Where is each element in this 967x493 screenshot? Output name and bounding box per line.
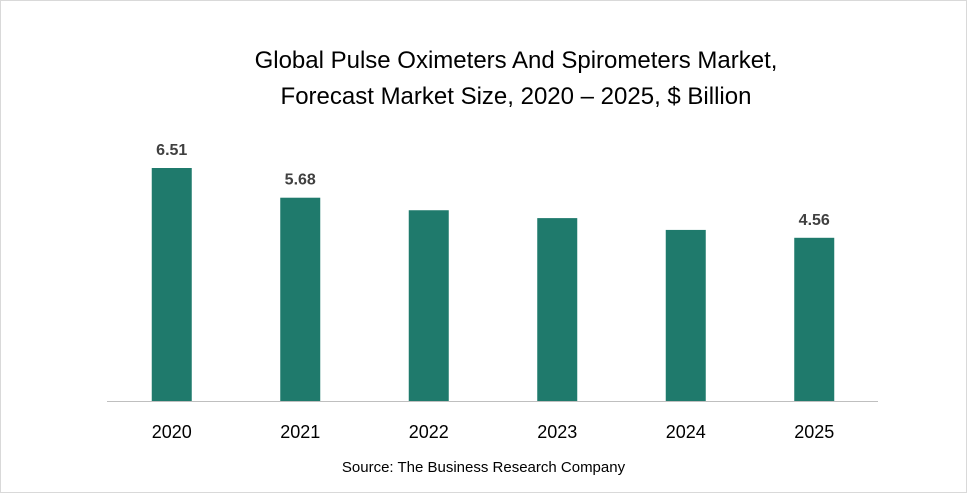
data-label: 5.68 — [285, 172, 316, 189]
chart-title-line-1: Global Pulse Oximeters And Spirometers M… — [254, 47, 778, 74]
x-tick-label: 2020 — [152, 422, 192, 442]
chart-source: Source: The Business Research Company — [341, 459, 626, 476]
x-tick-label: 2023 — [537, 422, 577, 442]
chart-title-line-2: Forecast Market Size, 2020 – 2025, $ Bil… — [280, 83, 752, 110]
x-tick-label: 2025 — [794, 422, 834, 442]
x-tick-label: 2022 — [409, 422, 449, 442]
bar-2024 — [665, 229, 706, 401]
bar-2025 — [794, 237, 835, 401]
x-tick-label: 2024 — [666, 422, 706, 442]
bar-2023 — [537, 218, 578, 401]
bar-2022 — [408, 210, 449, 401]
x-tick-label: 2021 — [280, 422, 320, 442]
data-label: 6.51 — [156, 142, 187, 159]
bar-2021 — [280, 197, 321, 401]
data-label: 4.56 — [799, 212, 830, 229]
chart-title: Global Pulse Oximeters And Spirometers M… — [1, 43, 966, 115]
bar-2020 — [151, 168, 192, 401]
